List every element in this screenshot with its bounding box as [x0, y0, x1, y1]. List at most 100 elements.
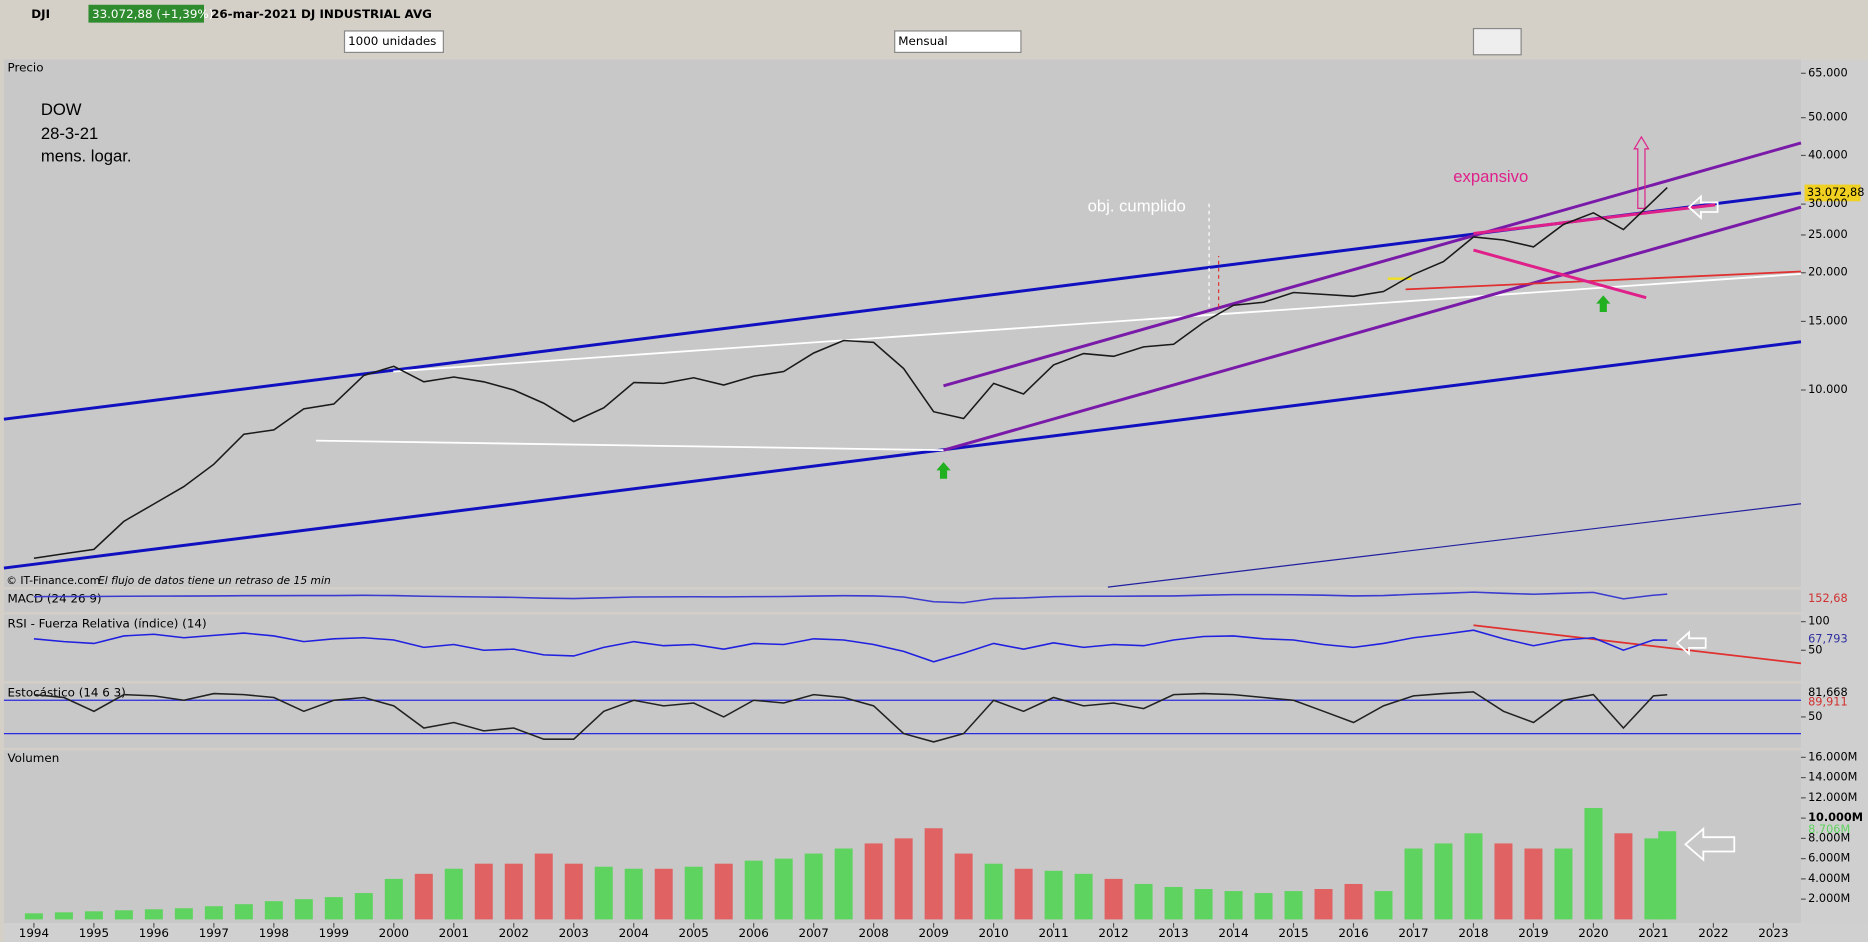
volume-bar	[1014, 868, 1033, 920]
x-tick-label: 2009	[918, 926, 948, 940]
y-tick-label: 15.000	[1808, 314, 1848, 327]
volume-bar	[984, 863, 1003, 920]
x-tick-label: 2010	[978, 926, 1008, 940]
x-tick-label: 2017	[1398, 926, 1428, 940]
panel-title: MACD (24 26 9)	[7, 592, 101, 606]
volume-bar	[1524, 848, 1543, 920]
y-tick-label: 4.000M	[1808, 872, 1850, 885]
panel-title: Precio	[7, 60, 43, 74]
series-line	[33, 629, 1668, 663]
volume-bar	[1434, 843, 1453, 920]
period[interactable]: Mensual	[898, 34, 947, 48]
volume-bar	[1614, 833, 1633, 920]
note: mens. logar.	[41, 147, 132, 166]
volume-bar	[924, 828, 943, 920]
source: © IT-Finance.com	[6, 574, 100, 587]
volume-bar	[1254, 893, 1273, 920]
y-tick-label: 10.000	[1808, 383, 1848, 396]
y-tick-label: 14.000M	[1808, 771, 1857, 784]
x-tick-label: 2016	[1338, 926, 1368, 940]
x-tick-label: 2018	[1458, 926, 1488, 940]
trend-line	[393, 273, 1802, 373]
last-value: 8.706M	[1808, 823, 1850, 836]
x-tick-label: 2021	[1638, 926, 1668, 940]
macd-panel	[3, 589, 1801, 613]
symbol: DJI	[31, 7, 50, 21]
y-tick-label: 30.000	[1808, 197, 1848, 210]
pointer-arrow	[1675, 630, 1707, 656]
volume-bar	[864, 843, 883, 920]
period-dropdown[interactable]	[894, 30, 1022, 53]
x-tick-label: 2013	[1158, 926, 1188, 940]
volume-bar	[1554, 848, 1573, 920]
volume-bar	[684, 866, 703, 920]
volume-bar	[1074, 873, 1093, 920]
series-line	[33, 591, 1668, 604]
y-tick-label: 10.000M	[1808, 811, 1863, 824]
pointer-arrow	[1687, 194, 1719, 220]
x-tick-label: 2004	[619, 926, 649, 940]
trend-line	[3, 340, 1802, 570]
volume-bar	[84, 911, 103, 920]
last-value: 89,911	[1808, 696, 1848, 709]
x-tick-label: 2012	[1098, 926, 1128, 940]
right-axis	[1800, 59, 1868, 923]
volume-bar	[24, 913, 43, 920]
x-tick-label: 2014	[1218, 926, 1248, 940]
description: 26-mar-2021 DJ INDUSTRIAL AVG	[211, 7, 432, 21]
note: 28-3-21	[41, 124, 98, 143]
drawings	[3, 135, 1802, 862]
volume-bar	[1044, 870, 1063, 920]
x-tick-label: 1995	[79, 926, 109, 940]
volume-bar	[594, 866, 613, 920]
units[interactable]: 1000 unidades	[348, 34, 436, 48]
volume-bar	[1284, 891, 1303, 920]
price-panel	[3, 59, 1801, 588]
last-value: 67,793	[1808, 633, 1848, 646]
volume-bar	[654, 868, 673, 920]
x-tick-label: 2007	[799, 926, 829, 940]
last-price: 33.072,88	[1807, 186, 1865, 199]
y-tick-label: 65.000	[1808, 66, 1848, 79]
x-tick-label: 2001	[439, 926, 469, 940]
panel-title: Estocástico (14 6 3)	[7, 686, 125, 700]
x-tick-label: 1997	[199, 926, 229, 940]
target-arrow	[1633, 135, 1650, 210]
trend-line	[315, 439, 944, 452]
volume-bar	[234, 904, 253, 920]
volume-bar	[174, 908, 193, 920]
volume-bar	[1658, 831, 1677, 920]
y-tick-label: 50	[1808, 643, 1822, 656]
delay-note: El flujo de datos tiene un retraso de 15…	[98, 574, 331, 587]
volume-bar	[774, 858, 793, 920]
volume-bar	[714, 863, 733, 920]
chart-type-button[interactable]	[1472, 27, 1522, 56]
volume-bar	[204, 906, 223, 920]
volume-bar	[624, 868, 643, 920]
pointer-arrow	[1684, 826, 1736, 862]
panel-title: RSI - Fuerza Relativa (índice) (14)	[7, 617, 206, 631]
volume-bar	[834, 848, 853, 920]
y-tick-label: 20.000	[1808, 266, 1848, 279]
trend-line	[943, 141, 1802, 388]
y-tick-label: 40.000	[1808, 148, 1848, 161]
trend-line	[1473, 624, 1802, 665]
y-tick-label: 50	[1808, 710, 1822, 723]
volume-bar	[564, 863, 583, 920]
series-line	[33, 691, 1668, 743]
x-axis	[3, 922, 1868, 942]
volume-bar	[1344, 883, 1363, 920]
y-tick-label: 50.000	[1808, 111, 1848, 124]
note: DOW	[41, 100, 82, 119]
units-dropdown[interactable]	[343, 30, 444, 53]
volume-bar	[1374, 891, 1393, 920]
quote: 33.072,88 (+1,39%)	[92, 7, 213, 21]
y-tick-label: 25.000	[1808, 228, 1848, 241]
panel-title: Volumen	[7, 751, 59, 765]
volume-bar	[534, 853, 553, 920]
volume-bar	[1644, 838, 1663, 920]
signal-arrow	[936, 462, 951, 479]
quote-box	[88, 4, 204, 23]
